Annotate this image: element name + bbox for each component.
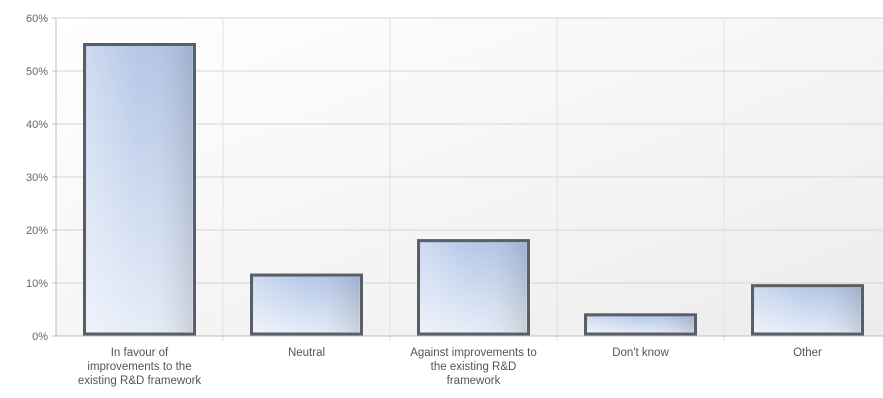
bar-shade [253,277,360,332]
bar [250,273,363,336]
x-category-label: Don't know [612,347,669,359]
bar [417,239,530,336]
y-tick-label: 20% [26,225,48,237]
x-category-label: Other [793,347,822,359]
bar-shade [420,242,527,332]
y-tick-label: 30% [26,172,48,184]
x-category-label: In favour of improvements to the existin… [77,347,202,387]
bars [83,43,864,336]
y-tick-label: 0% [32,331,48,343]
y-tick-label: 50% [26,66,48,78]
y-tick-label: 60% [26,13,48,25]
y-tick-label: 40% [26,119,48,131]
y-axis-labels: 0% 10% 20% 30% 40% 50% 60% [26,13,48,343]
bar-shade [754,287,861,332]
x-category-label: Against improvements to the existing R&D… [410,347,537,387]
bar [83,43,196,336]
bar [751,284,864,336]
bar-shade [86,46,193,332]
bar-shade [587,316,694,332]
bar [584,313,697,336]
y-tick-label: 10% [26,278,48,290]
x-category-label: Neutral [287,347,326,359]
